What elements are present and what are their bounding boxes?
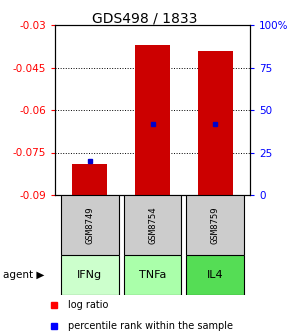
Text: GSM8749: GSM8749: [85, 206, 94, 244]
Text: GDS498 / 1833: GDS498 / 1833: [92, 12, 198, 26]
Bar: [135, 45, 170, 195]
Bar: [186, 255, 244, 295]
Text: TNFa: TNFa: [139, 270, 166, 280]
Text: IFNg: IFNg: [77, 270, 102, 280]
Bar: [186, 195, 244, 255]
Bar: [61, 255, 119, 295]
Text: log ratio: log ratio: [68, 300, 108, 310]
Bar: [124, 255, 182, 295]
Bar: [72, 164, 107, 195]
Text: GSM8754: GSM8754: [148, 206, 157, 244]
Bar: [61, 195, 119, 255]
Bar: [124, 195, 182, 255]
Text: agent ▶: agent ▶: [3, 270, 44, 280]
Text: percentile rank within the sample: percentile rank within the sample: [68, 321, 233, 331]
Bar: [198, 50, 233, 195]
Text: GSM8759: GSM8759: [211, 206, 220, 244]
Text: IL4: IL4: [207, 270, 224, 280]
